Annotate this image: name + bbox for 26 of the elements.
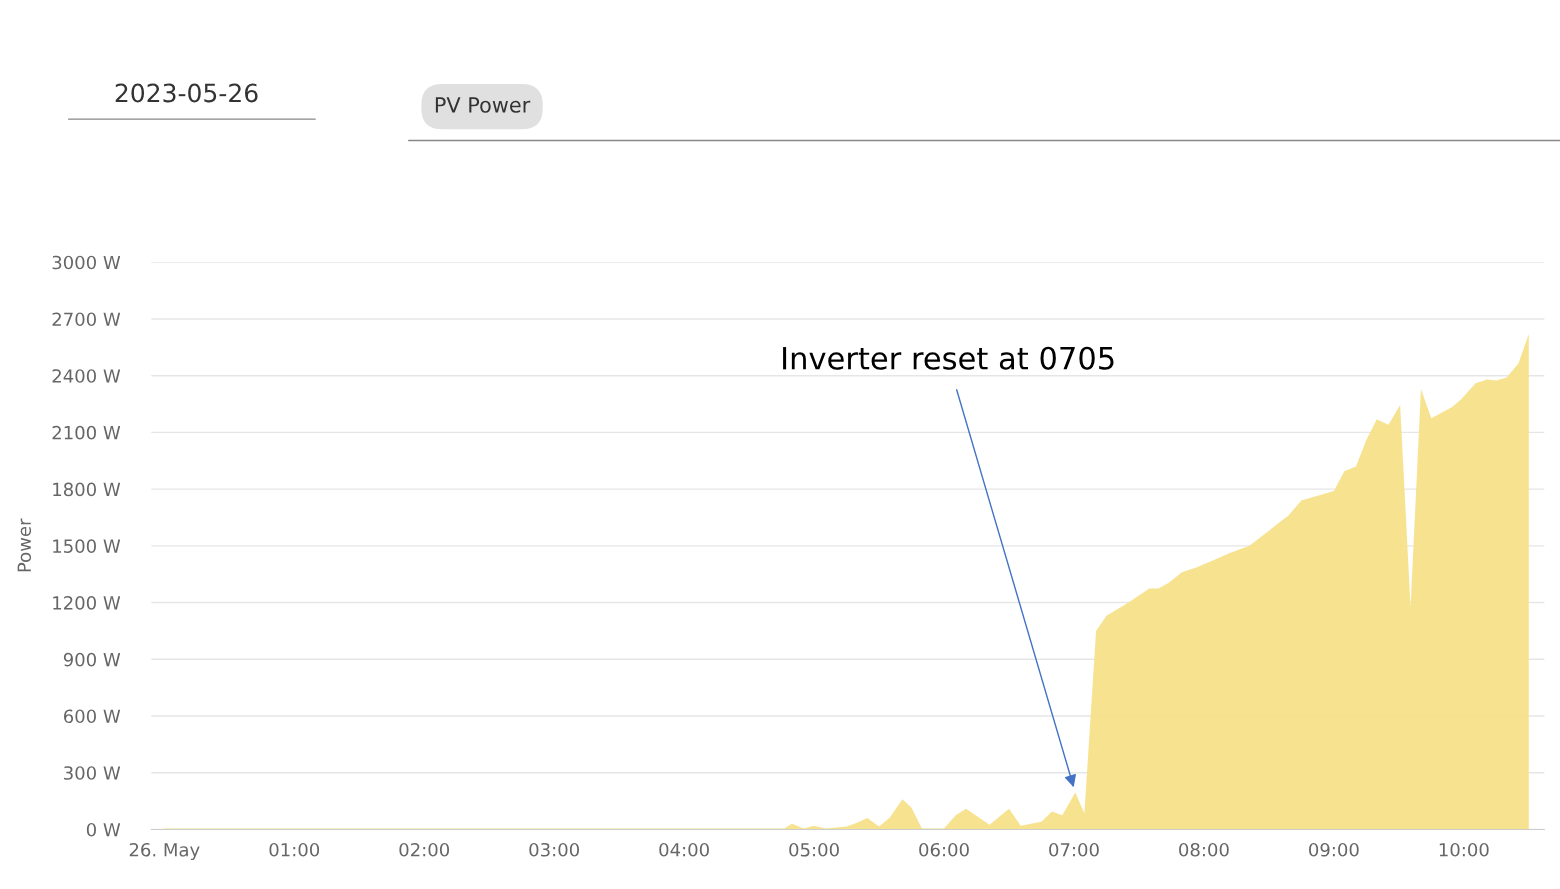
y-tick-label: 300 W: [64, 766, 121, 780]
x-tick-label: 06:00: [919, 842, 969, 857]
chart-subtitle: PV Power: [435, 97, 531, 113]
x-tick-label: 05:00: [789, 842, 839, 857]
y-axis-title: Power: [17, 518, 32, 572]
y-tick-label: 1800 W: [53, 482, 121, 497]
x-tick-label: 07:00: [1049, 842, 1099, 857]
y-tick-label: 2100 W: [52, 425, 121, 440]
y-tick-label: 900 W: [63, 652, 121, 667]
x-tick-label: 26. May: [129, 842, 200, 861]
x-tick-label: 01:00: [269, 842, 320, 857]
x-tick-label: 08:00: [1179, 842, 1229, 857]
annotation: Inverter reset at 0705: [783, 346, 1114, 370]
x-tick-label: 09:00: [1309, 842, 1359, 857]
y-tick-label: 1200 W: [53, 596, 121, 610]
y-tick-label: 0 W: [86, 822, 121, 837]
x-tick-label: 10:00: [1439, 842, 1489, 857]
y-tick-label: 600 W: [63, 709, 121, 724]
y-tick-label: 1500 W: [53, 539, 121, 553]
chart-title: 2023-05-26: [115, 83, 258, 103]
x-tick-label: 02:00: [399, 842, 450, 857]
x-tick-label: 04:00: [659, 842, 709, 857]
x-tick-label: 03:00: [529, 842, 579, 857]
y-tick-label: 2400 W: [52, 369, 121, 383]
y-tick-label: 3000 W: [52, 255, 121, 270]
y-tick-label: 2700 W: [52, 312, 121, 327]
